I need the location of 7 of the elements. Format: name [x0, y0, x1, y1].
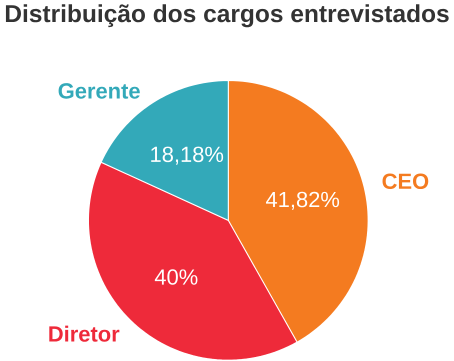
data-label: 41,82% [266, 192, 340, 210]
data-label: 40% [154, 269, 198, 285]
slice-label: Gerente [58, 83, 140, 99]
data-label: 18,18% [151, 146, 224, 165]
slice-label: Diretor [49, 326, 120, 342]
slice-label: CEO [382, 174, 428, 190]
chart-title: Distribuição dos cargos entrevistados [6, 4, 449, 28]
